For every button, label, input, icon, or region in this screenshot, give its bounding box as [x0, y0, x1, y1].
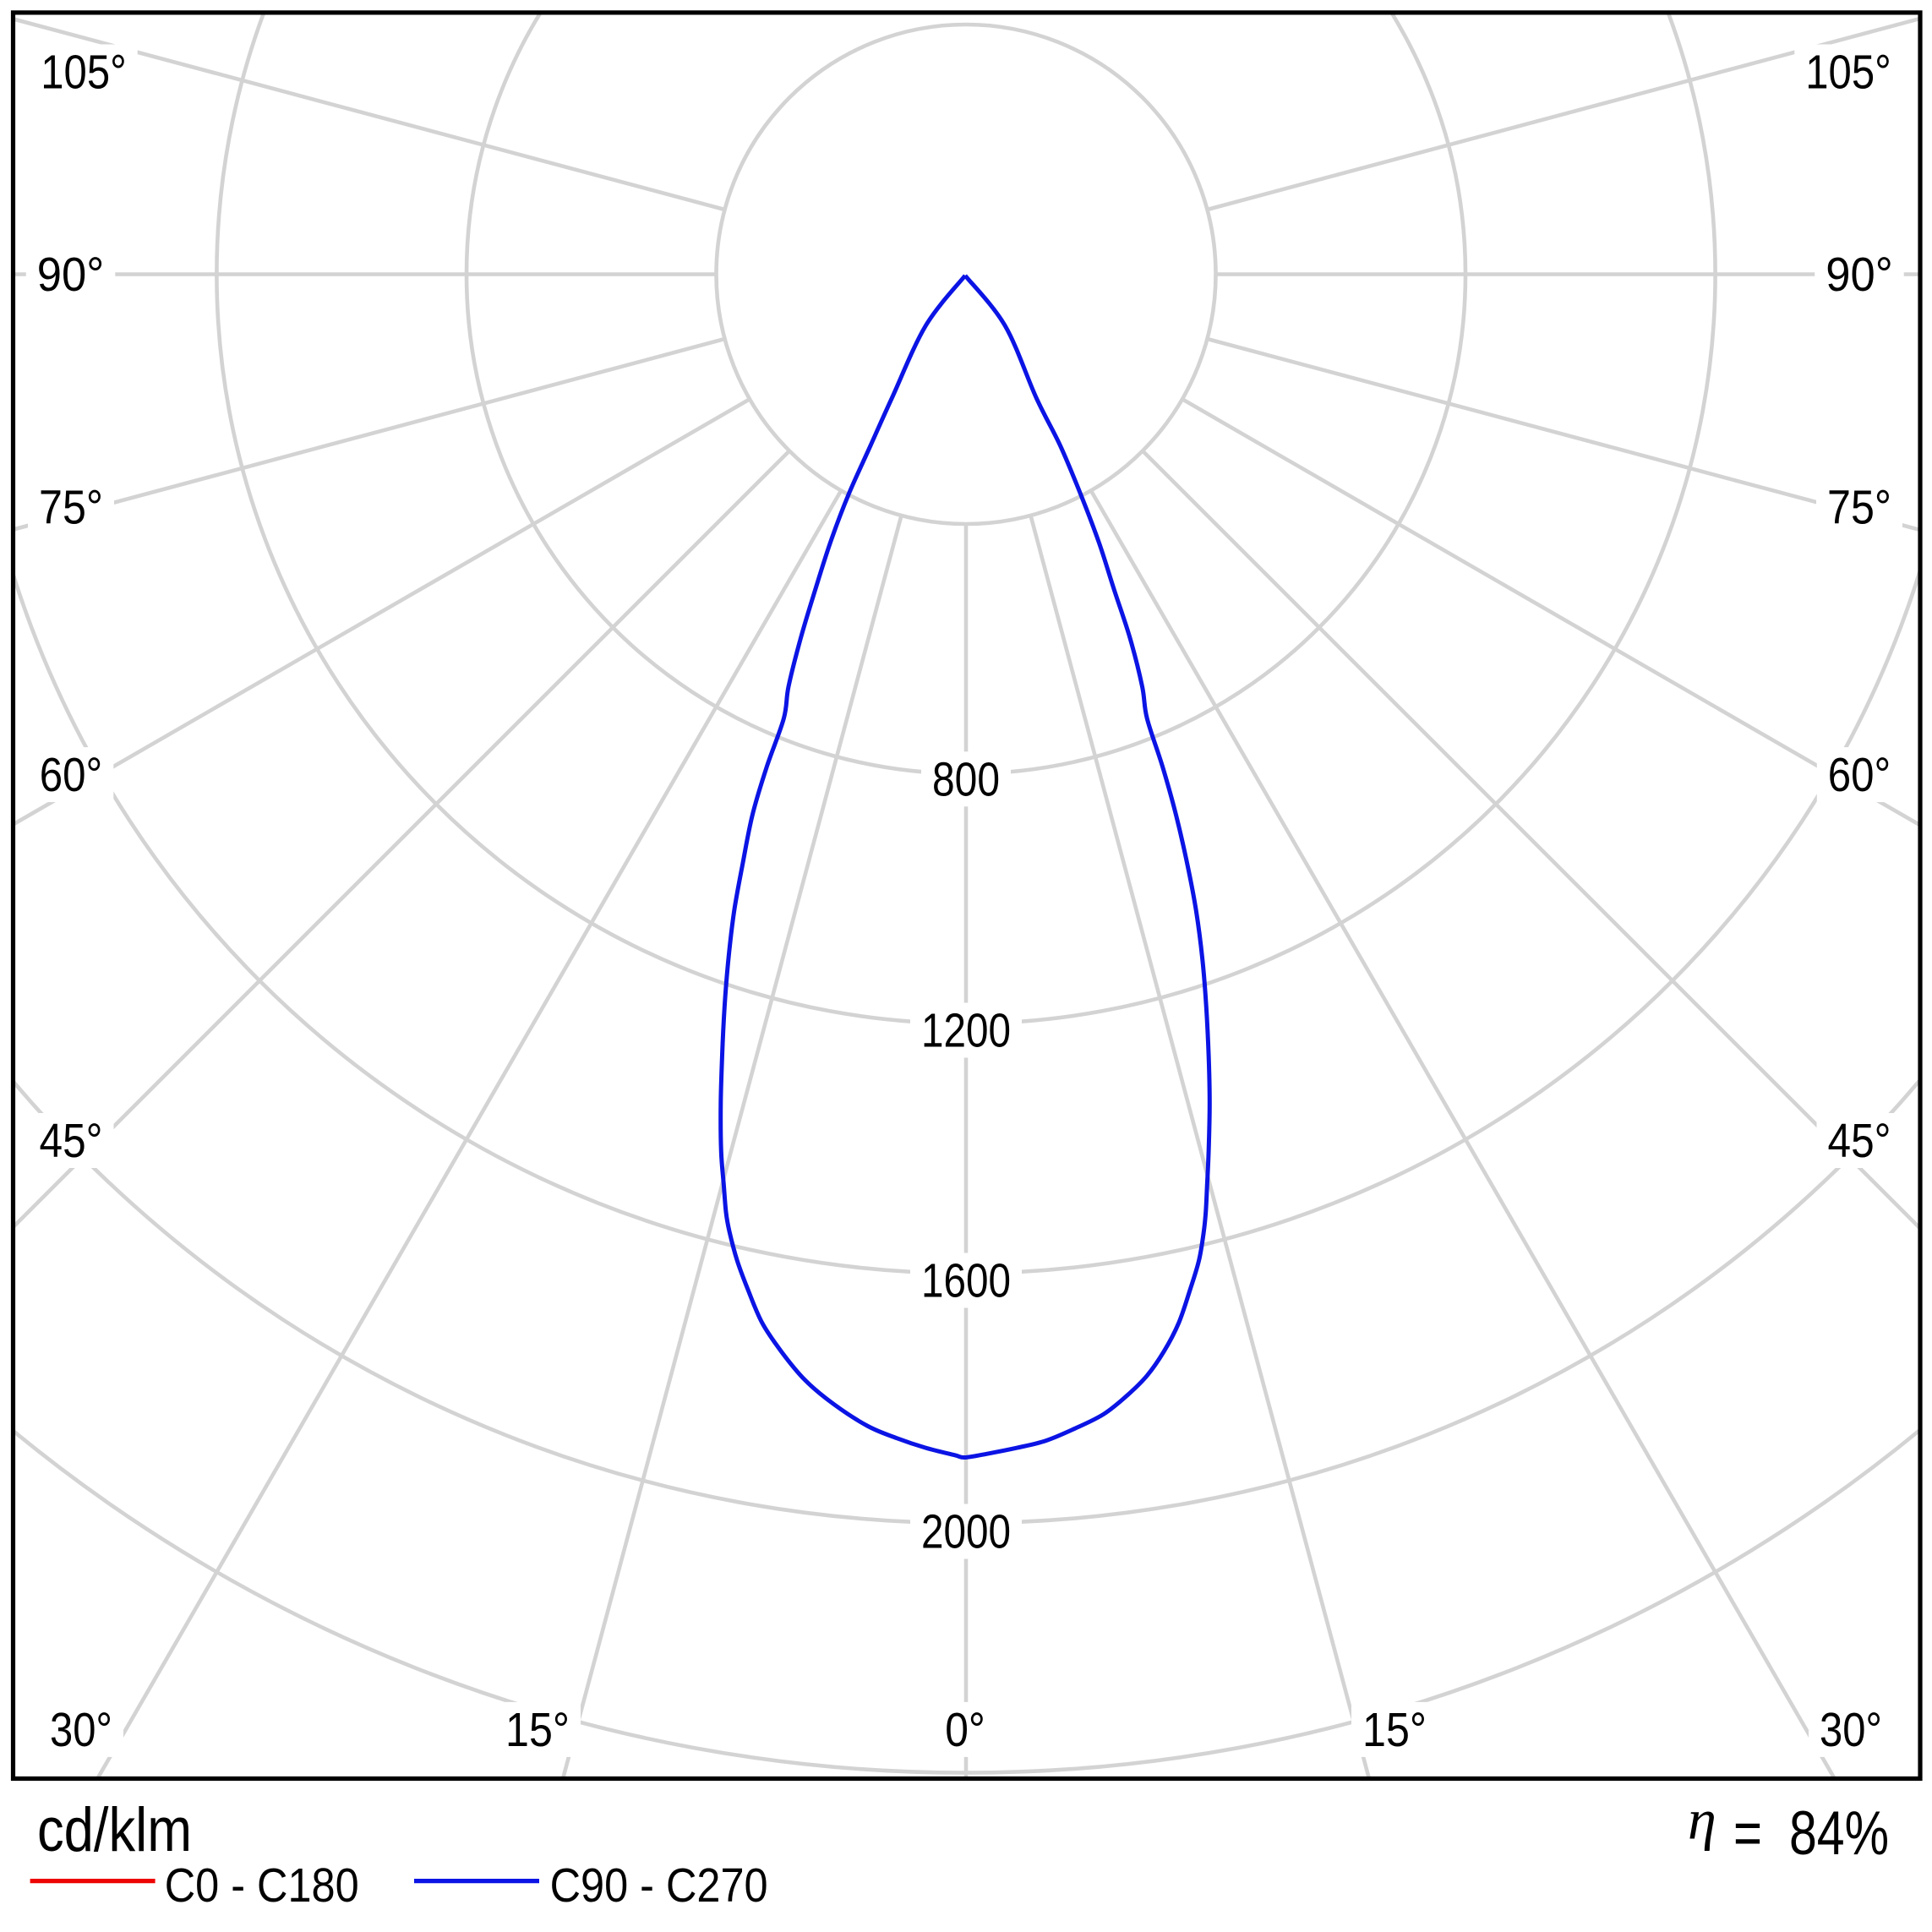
svg-text:1600: 1600 [921, 1254, 1011, 1307]
svg-text:90°: 90° [37, 248, 105, 301]
svg-text:60°: 60° [1828, 748, 1891, 801]
svg-text:=: = [1733, 1798, 1762, 1868]
svg-text:75°: 75° [1827, 481, 1891, 534]
svg-text:90°: 90° [1826, 248, 1893, 301]
svg-text:15°: 15° [1362, 1703, 1427, 1756]
svg-text:η: η [1688, 1787, 1716, 1852]
svg-text:30°: 30° [50, 1703, 112, 1756]
svg-text:75°: 75° [39, 481, 103, 534]
svg-text:800: 800 [932, 752, 1000, 805]
svg-text:C90 - C270: C90 - C270 [550, 1858, 768, 1912]
svg-text:45°: 45° [1828, 1114, 1891, 1167]
svg-text:105°: 105° [1805, 46, 1891, 99]
svg-text:0°: 0° [945, 1703, 985, 1756]
svg-text:C0 - C180: C0 - C180 [165, 1858, 359, 1912]
svg-text:105°: 105° [41, 46, 126, 99]
svg-text:cd/klm: cd/klm [37, 1794, 192, 1864]
svg-text:45°: 45° [40, 1114, 103, 1167]
svg-text:15°: 15° [505, 1703, 570, 1756]
svg-text:2000: 2000 [921, 1505, 1011, 1558]
svg-text:60°: 60° [40, 748, 103, 801]
svg-text:84%: 84% [1789, 1798, 1889, 1868]
svg-text:30°: 30° [1820, 1703, 1882, 1756]
svg-text:1200: 1200 [921, 1004, 1011, 1057]
